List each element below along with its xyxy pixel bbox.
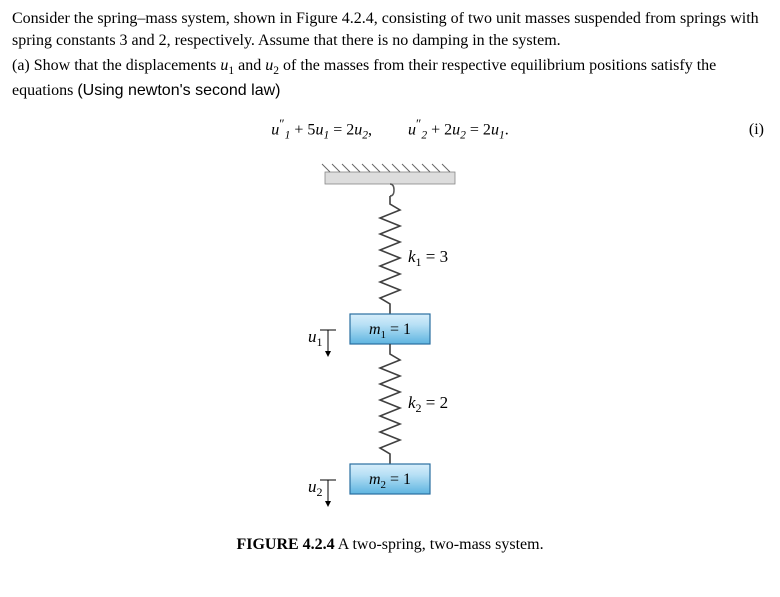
arrow-u1: u1 — [308, 327, 336, 354]
figure-caption: FIGURE 4.2.4 A two-spring, two-mass syst… — [12, 534, 768, 556]
part-a-hint: (Using newton's second law) — [77, 82, 280, 99]
equation-row: u″1 + 5u1 = 2u2, u″2 + 2u2 = 2u1. (i) — [12, 116, 768, 144]
problem-intro: Consider the spring–mass system, shown i… — [12, 8, 768, 51]
equation-number: (i) — [749, 119, 764, 141]
spring-1 — [380, 196, 400, 314]
ceiling — [325, 172, 455, 184]
hook — [390, 184, 394, 196]
spring-mass-diagram: k1 = 3 m1 = 1 u1 k2 = 2 m2 = 1 — [240, 162, 540, 532]
ceiling-hatch — [322, 164, 450, 172]
arrow-u2: u2 — [308, 477, 336, 504]
figure-4-2-4: k1 = 3 m1 = 1 u1 k2 = 2 m2 = 1 — [12, 162, 768, 556]
problem-part-a: (a) Show that the displacements u1 and u… — [12, 55, 768, 101]
part-a-mid: and — [234, 57, 265, 74]
caption-label: FIGURE 4.2.4 — [236, 536, 334, 553]
equation-2: u″2 + 2u2 = 2u1. — [408, 116, 509, 144]
equation-1: u″1 + 5u1 = 2u2, — [271, 116, 372, 144]
label-k1: k1 = 3 — [408, 247, 448, 269]
part-a-prefix: (a) Show that the displacements — [12, 57, 220, 74]
caption-text: A two-spring, two-mass system. — [335, 536, 544, 553]
label-k2: k2 = 2 — [408, 393, 448, 415]
spring-2 — [380, 344, 400, 464]
